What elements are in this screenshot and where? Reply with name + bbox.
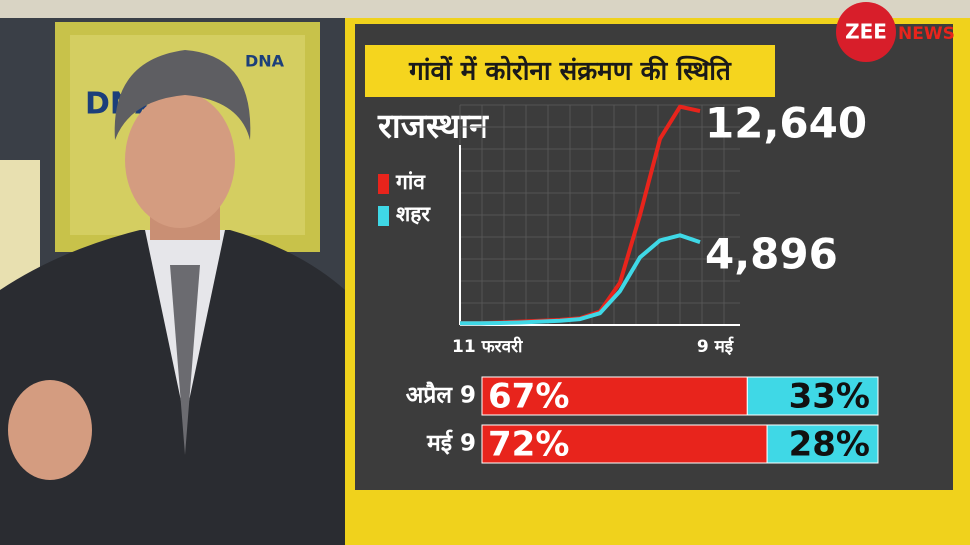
background-text: DNA <box>245 52 285 71</box>
bar-label: 33% <box>789 377 870 417</box>
bar-segment <box>746 376 879 416</box>
anchor-hair <box>114 50 251 140</box>
logo-second: NEWS <box>898 24 955 44</box>
logo-circle <box>836 2 896 62</box>
x-tick-label: 11 फरवरी <box>452 336 523 357</box>
legend-swatch <box>378 174 389 194</box>
top-strip <box>0 0 970 18</box>
bar-label: 67% <box>488 377 569 417</box>
anchor-tie <box>170 265 200 455</box>
end-label: 12,640 <box>705 99 867 148</box>
bar-label: 28% <box>789 425 870 465</box>
chart-title: गांवों में कोरोना संक्रमण की स्थिति <box>408 56 732 87</box>
legend-label: गांव <box>395 170 426 194</box>
legend-swatch <box>378 206 389 226</box>
bar-segment <box>481 376 748 416</box>
legend-label: शहर <box>396 202 431 226</box>
anchor-hand <box>8 380 92 480</box>
end-label: 4,896 <box>705 230 838 279</box>
title-box <box>365 45 775 97</box>
bar-segment <box>481 424 768 464</box>
category-label: अप्रैल 9 <box>406 381 476 409</box>
logo-first: ZEE <box>845 20 887 44</box>
x-tick-label: 9 मई <box>697 336 734 357</box>
category-label: मई 9 <box>426 429 476 457</box>
anchor-face <box>125 92 235 228</box>
anchor-suit <box>0 230 345 545</box>
line-series <box>460 233 701 326</box>
bar-label: 72% <box>488 425 569 465</box>
bar-segment <box>766 424 879 464</box>
